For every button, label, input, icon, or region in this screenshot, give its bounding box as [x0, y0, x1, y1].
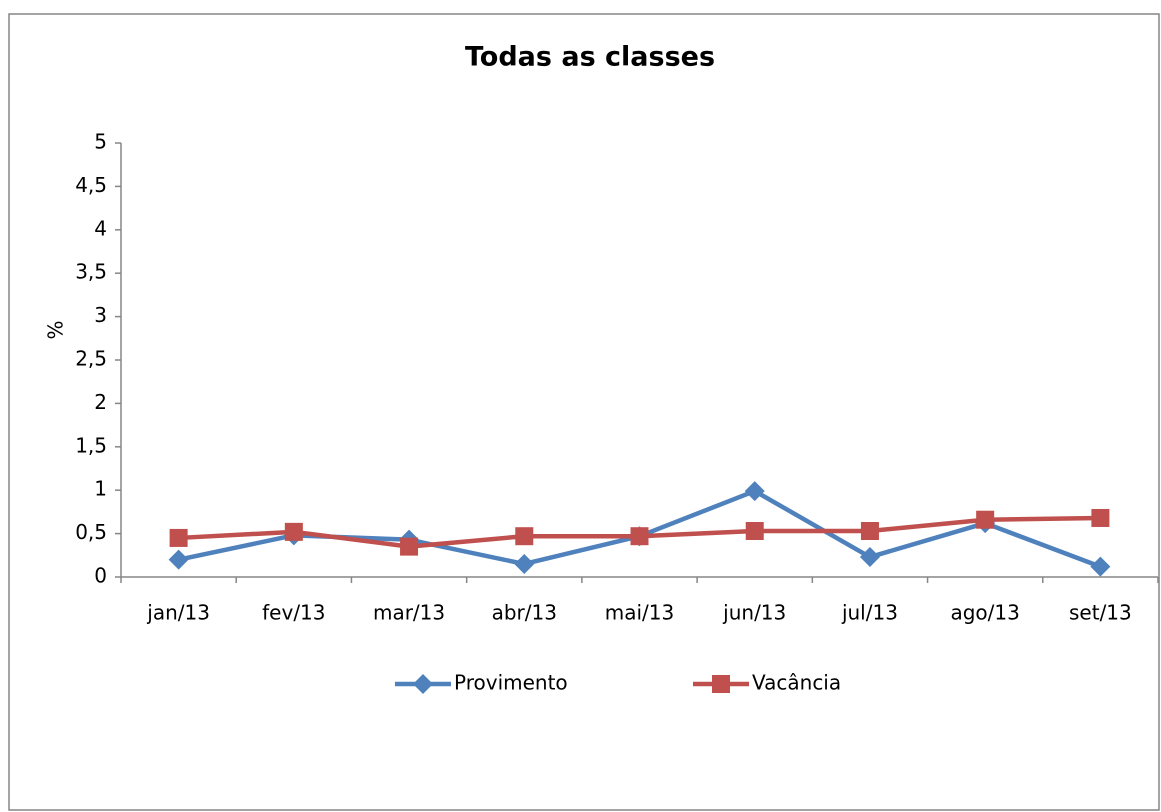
- data-point: [860, 521, 879, 540]
- x-tick-label: fev/13: [262, 601, 325, 625]
- y-tick-label: 0,5: [75, 520, 107, 544]
- x-tick-label: jan/13: [146, 601, 210, 625]
- chart-frame: [8, 13, 1160, 811]
- x-tick-label: mar/13: [373, 601, 445, 625]
- data-point: [515, 527, 534, 546]
- legend-label: Provimento: [454, 671, 568, 695]
- data-point: [859, 547, 880, 568]
- y-axis-title: %: [44, 320, 68, 339]
- x-tick-label: ago/13: [950, 601, 1019, 625]
- y-tick-label: 5: [94, 130, 107, 154]
- x-tick-label: jul/13: [841, 601, 898, 625]
- data-point: [400, 537, 419, 556]
- legend-label: Vacância: [752, 671, 841, 695]
- chart-title: Todas as classes: [465, 42, 715, 73]
- data-point: [745, 521, 764, 540]
- y-tick-label: 2,5: [75, 347, 107, 371]
- data-point: [169, 528, 188, 547]
- y-tick-label: 2: [94, 390, 107, 414]
- data-point: [168, 549, 189, 570]
- x-tick-label: set/13: [1069, 601, 1132, 625]
- data-point: [976, 510, 995, 529]
- y-tick-label: 0: [94, 564, 107, 588]
- legend-marker: [712, 675, 730, 693]
- x-tick-label: jun/13: [722, 601, 786, 625]
- data-point: [744, 481, 765, 502]
- data-point: [1090, 556, 1111, 577]
- y-tick-label: 4,5: [75, 173, 107, 197]
- legend-marker: [413, 674, 433, 694]
- x-tick-label: abr/13: [492, 601, 557, 625]
- y-tick-label: 3,5: [75, 260, 107, 284]
- data-point: [1091, 508, 1110, 527]
- data-point: [630, 527, 649, 546]
- x-tick-label: mai/13: [605, 601, 674, 625]
- data-point: [514, 553, 535, 574]
- y-tick-label: 4: [94, 216, 107, 240]
- y-tick-label: 3: [94, 303, 107, 327]
- y-tick-label: 1: [94, 477, 107, 501]
- data-point: [284, 522, 303, 541]
- y-tick-label: 1,5: [75, 433, 107, 457]
